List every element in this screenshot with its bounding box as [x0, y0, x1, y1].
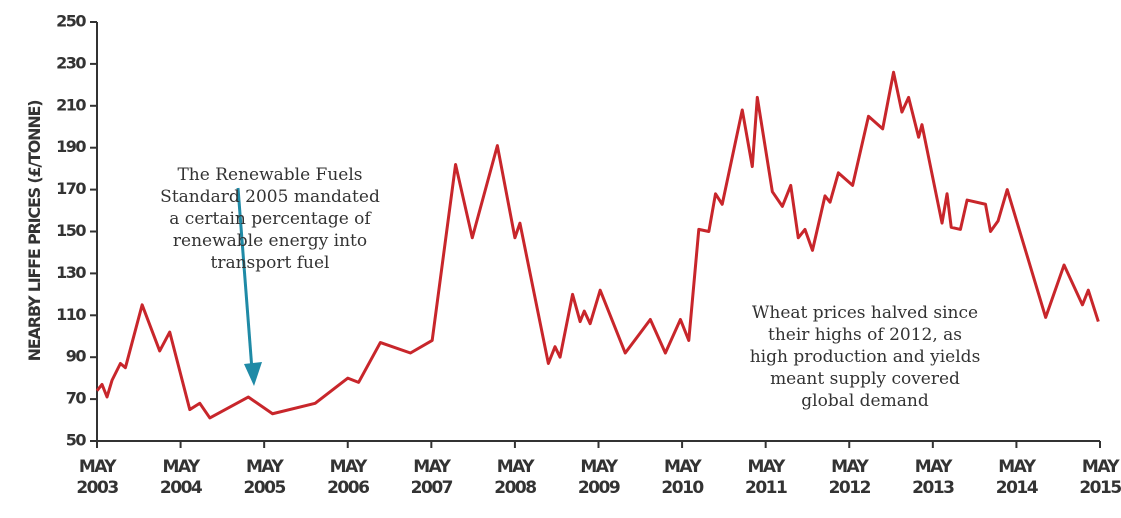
- annotation-line: Wheat prices halved since: [752, 303, 978, 323]
- x-tick-label: MAY 2010: [661, 457, 704, 498]
- x-tick-label: MAY 2013: [912, 457, 955, 498]
- y-tick-label: 170: [56, 179, 86, 198]
- x-tick-label: MAY 2008: [494, 457, 537, 498]
- annotation: Wheat prices halved since their highs of …: [750, 303, 981, 411]
- x-tick-label: MAY 2007: [410, 457, 454, 498]
- y-tick-label: 90: [66, 347, 87, 366]
- x-tick-label: MAY 2012: [828, 457, 872, 498]
- annotation-line: renewable energy into: [173, 231, 367, 251]
- arrow: [236, 187, 262, 386]
- x-tick-label: MAY 2015: [1079, 457, 1121, 498]
- annotation-line: meant supply covered: [770, 369, 960, 389]
- x-tick-label: MAY 2005: [243, 457, 286, 498]
- x-tick-label: MAY 2011: [744, 457, 788, 498]
- y-axis-label: NEARBY LIFFE PRICES (£/TONNE): [25, 101, 44, 362]
- y-tick-label: 50: [66, 431, 87, 450]
- annotation-line: high production and yields: [750, 347, 981, 367]
- annotation-line: transport fuel: [211, 253, 330, 273]
- x-tick-label: MAY 2004: [159, 457, 203, 498]
- annotation-line: a certain percentage of: [169, 209, 372, 229]
- x-tick-label: MAY 2006: [327, 457, 370, 498]
- line: [95, 70, 1100, 420]
- annotation: The Renewable Fuels Standard 2005 mandate…: [160, 165, 380, 273]
- annotation-line: The Renewable Fuels: [177, 165, 362, 185]
- annotation-line: their highs of 2012, as: [768, 325, 962, 345]
- y-tick-label: 250: [56, 12, 86, 31]
- annotation-line: global demand: [801, 391, 929, 411]
- x-tick-label: MAY 2009: [577, 457, 621, 498]
- x-tick-label: MAY 2014: [995, 457, 1039, 498]
- y-tick-label: 230: [56, 53, 86, 72]
- y-tick-label: 190: [56, 137, 86, 156]
- x-tick-label: MAY 2003: [76, 457, 119, 498]
- annotation-line: Standard 2005 mandated: [160, 187, 380, 207]
- y-tick-label: 150: [56, 221, 86, 240]
- y-tick-label: 110: [56, 305, 86, 324]
- y-tick-label: 210: [56, 95, 86, 114]
- y-tick-label: 70: [66, 389, 87, 408]
- y-tick-label: 130: [56, 263, 86, 282]
